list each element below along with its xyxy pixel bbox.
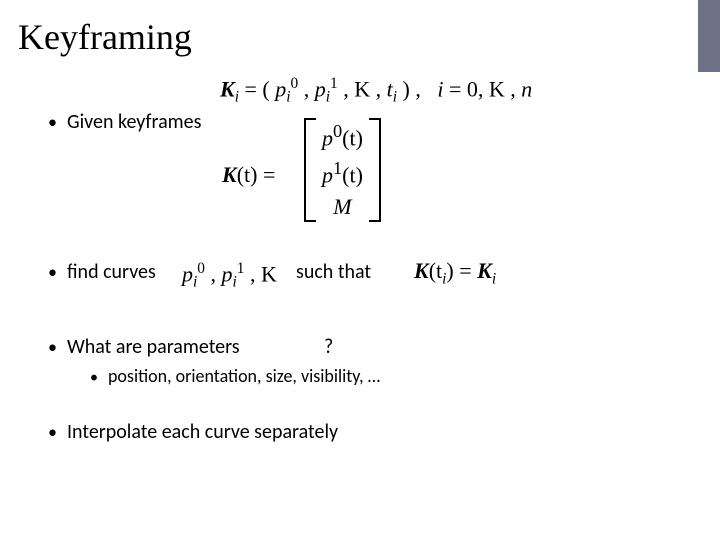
math-matrix: p0(t) p1(t) M [304,118,381,222]
math-constraint: K(ti) = Ki [414,258,496,288]
matrix-column: p0(t) p1(t) M [316,118,369,222]
matrix-row-m: M [333,196,351,218]
text-such-that: such that [296,260,371,284]
sub-bullet-parameters-list: • position, orientation, size, visibilit… [90,365,380,387]
text-question-mark: ? [324,335,333,359]
math-matrix-lhs: K(t) = [222,162,275,188]
bullet-text: find curves [67,260,156,284]
slide: { "title": "Keyframing", "bullets": { "b… [0,0,720,540]
bullet-interpolate: • Interpolate each curve separately [48,420,338,444]
matrix-row-1: p1(t) [322,159,363,186]
bullet-text: Given keyframes [67,110,201,134]
bullet-dot-icon: • [48,263,57,281]
sub-bullet-text: position, orientation, size, visibility,… [108,365,380,387]
bullet-dot-icon: • [48,338,57,356]
bullet-what-parameters: • What are parameters [48,335,240,359]
bullet-dot-icon: • [48,423,57,441]
math-keyframe-definition: Ki = ( pi0 , pi1 , K , ti ) , i = 0, K ,… [220,75,532,107]
accent-bar [698,0,720,72]
bullet-dot-icon: • [90,368,98,387]
matrix-row-0: p0(t) [322,122,363,149]
bullet-find-curves: • find curves [48,260,156,284]
right-bracket-icon [369,118,381,222]
bullet-text: Interpolate each curve separately [67,420,338,444]
slide-title: Keyframing [18,16,192,58]
left-bracket-icon [304,118,316,222]
bullet-given-keyframes: • Given keyframes [48,110,201,134]
bullet-dot-icon: • [48,113,57,131]
math-find-curves-vars: pi0 , pi1 , K [182,260,277,292]
bullet-text: What are parameters [67,335,240,359]
